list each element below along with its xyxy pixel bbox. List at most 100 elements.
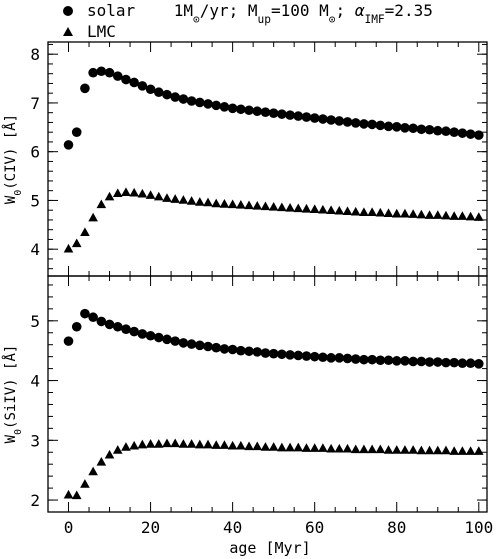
- data-point-lmc: [416, 445, 427, 455]
- data-point-solar: [391, 356, 402, 366]
- data-point-solar: [104, 67, 115, 78]
- data-point-solar: [71, 321, 82, 332]
- y-axis-label: W0(CIV) [Å]: [2, 114, 24, 204]
- y-tick-label: 7: [30, 94, 40, 113]
- data-point-solar: [252, 106, 263, 117]
- data-point-lmc: [186, 439, 197, 448]
- data-point-lmc: [449, 446, 459, 455]
- data-point-solar: [441, 126, 451, 137]
- data-point-lmc: [63, 489, 74, 499]
- data-point-lmc: [244, 441, 254, 451]
- data-point-solar: [457, 128, 468, 138]
- data-point-lmc: [96, 457, 107, 466]
- data-point-solar: [104, 319, 115, 330]
- data-point-solar: [268, 108, 279, 118]
- data-point-lmc: [112, 445, 123, 454]
- data-point-lmc: [162, 193, 172, 202]
- data-point-solar: [71, 127, 82, 137]
- data-point-solar: [441, 357, 451, 368]
- data-point-solar: [268, 348, 279, 359]
- data-point-lmc: [432, 445, 443, 455]
- data-point-solar: [96, 66, 107, 77]
- data-point-solar: [449, 357, 459, 368]
- data-point-solar: [227, 103, 238, 114]
- data-point-lmc: [334, 443, 345, 453]
- x-tick-label: 0: [64, 518, 74, 537]
- data-point-lmc: [457, 446, 468, 455]
- data-point-solar: [260, 107, 271, 117]
- data-point-lmc: [137, 188, 148, 198]
- data-point-solar: [391, 122, 402, 132]
- x-tick-label: 20: [141, 518, 160, 537]
- data-point-lmc: [375, 444, 386, 454]
- data-point-lmc: [350, 444, 361, 454]
- data-point-lmc: [145, 439, 156, 448]
- data-point-solar: [334, 116, 345, 126]
- data-point-lmc: [203, 197, 213, 207]
- y-tick-label: 6: [30, 143, 40, 162]
- data-point-solar: [195, 340, 205, 351]
- data-point-lmc: [375, 207, 386, 217]
- data-point-solar: [153, 87, 164, 98]
- data-point-lmc: [457, 211, 468, 220]
- data-point-solar: [186, 96, 197, 106]
- data-point-solar: [424, 124, 435, 135]
- data-point-solar: [416, 124, 427, 135]
- data-point-lmc: [400, 208, 410, 218]
- data-point-solar: [219, 102, 230, 112]
- data-point-lmc: [178, 195, 189, 204]
- data-point-lmc: [178, 439, 189, 448]
- data-point-solar: [80, 83, 90, 94]
- x-tick-label: 100: [464, 518, 493, 537]
- x-axis-label: age [Myr]: [229, 539, 310, 557]
- data-point-solar: [301, 112, 312, 122]
- data-point-lmc: [211, 440, 222, 449]
- data-point-solar: [408, 356, 418, 367]
- legend-label: LMC: [87, 22, 116, 41]
- data-point-lmc: [244, 200, 254, 210]
- data-point-lmc: [465, 446, 476, 455]
- data-point-solar: [211, 100, 222, 111]
- data-point-solar: [334, 353, 345, 363]
- data-point-solar: [432, 357, 443, 367]
- data-point-solar: [449, 127, 459, 137]
- data-point-lmc: [236, 440, 246, 450]
- data-point-solar: [211, 342, 222, 353]
- data-point-lmc: [129, 440, 139, 450]
- data-point-solar: [375, 355, 386, 366]
- data-point-solar: [88, 312, 98, 323]
- data-point-lmc: [195, 197, 205, 206]
- data-point-lmc: [301, 203, 312, 213]
- data-point-solar: [96, 316, 107, 327]
- data-point-solar: [137, 329, 148, 339]
- data-point-solar: [236, 104, 246, 115]
- data-point-solar: [383, 121, 394, 132]
- data-point-solar: [236, 345, 246, 356]
- data-point-lmc: [80, 479, 90, 488]
- data-point-solar: [285, 350, 295, 360]
- data-point-lmc: [121, 187, 131, 196]
- data-point-solar: [293, 111, 304, 121]
- x-tick-label: 80: [387, 518, 406, 537]
- data-point-lmc: [129, 187, 139, 197]
- data-point-solar: [145, 84, 156, 95]
- data-point-lmc: [334, 205, 345, 215]
- data-point-solar: [170, 336, 180, 346]
- data-point-solar: [375, 120, 386, 131]
- data-point-lmc: [260, 201, 271, 211]
- data-point-lmc: [104, 449, 115, 459]
- legend-label: solar 1M⊙/yr; Mup=100 M⊙; αIMF=2.35: [87, 1, 433, 26]
- data-point-lmc: [219, 440, 230, 449]
- x-tick-label: 60: [305, 518, 324, 537]
- data-point-lmc: [449, 211, 459, 220]
- data-point-lmc: [293, 442, 304, 452]
- data-point-solar: [400, 123, 410, 133]
- data-point-solar: [367, 119, 377, 130]
- data-point-solar: [88, 67, 98, 78]
- data-point-lmc: [465, 211, 476, 221]
- data-point-lmc: [227, 440, 238, 450]
- data-point-solar: [359, 119, 369, 129]
- data-point-lmc: [359, 444, 369, 454]
- data-point-lmc: [71, 238, 82, 248]
- data-point-solar: [129, 326, 139, 337]
